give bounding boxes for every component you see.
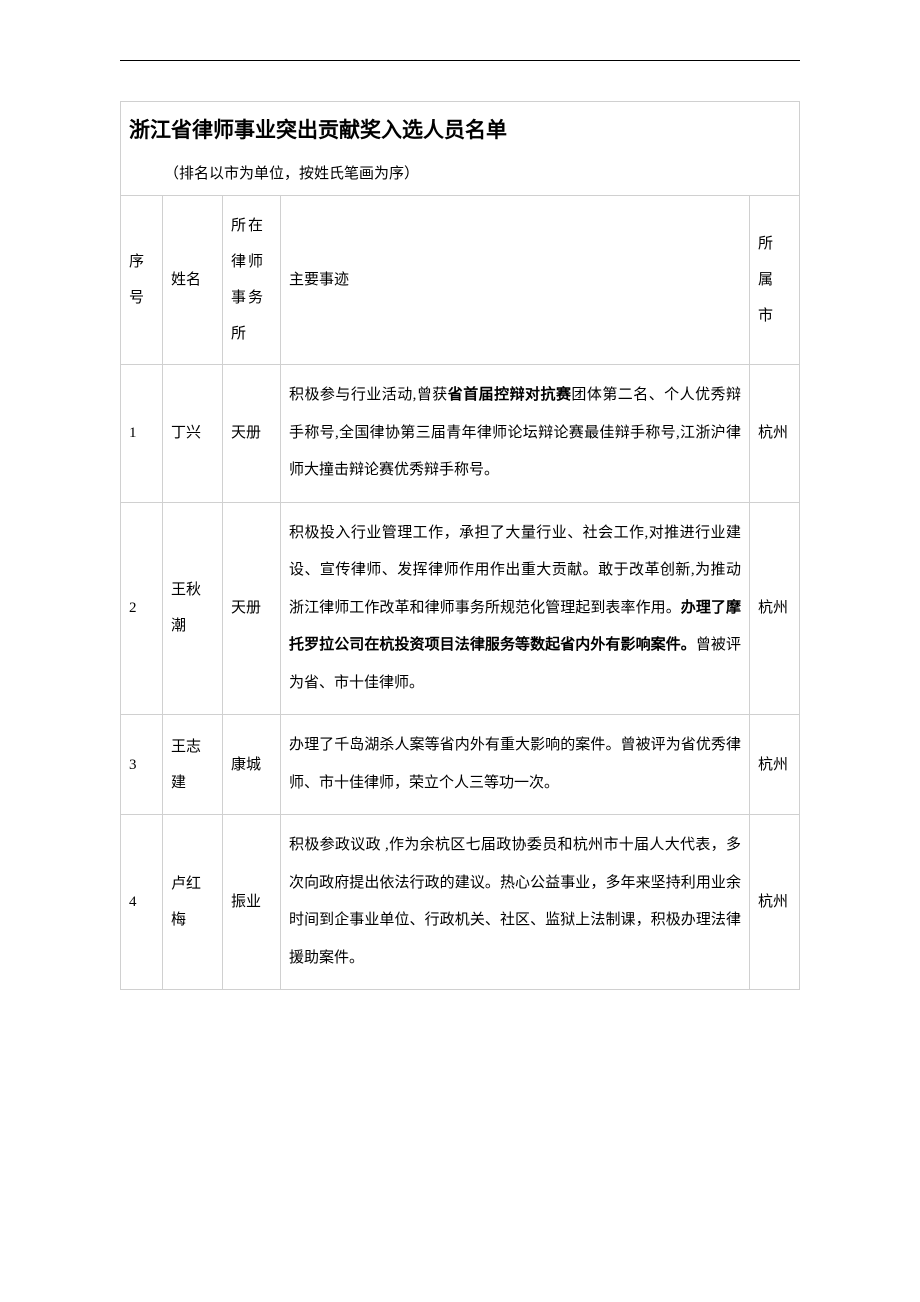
col-header-seq: 序号 [121, 196, 163, 365]
deeds-text: 积极投入行业管理工作，承担了大量行业、社会工作,对推进行业建设、宣传律师、发挥律… [289, 525, 741, 616]
col-header-deeds: 主要事迹 [281, 196, 750, 365]
cell-deeds: 办理了千岛湖杀人案等省内外有重大影响的案件。曾被评为省优秀律师、市十佳律师，荣立… [281, 715, 750, 815]
cell-name: 王志建 [163, 715, 223, 815]
document-title: 浙江省律师事业突出贡献奖入选人员名单 [129, 114, 791, 144]
cell-seq: 4 [121, 815, 163, 990]
city-value: 杭州 [758, 600, 788, 616]
col-header-name: 姓名 [163, 196, 223, 365]
document-subtitle: （排名以市为单位，按姓氏笔画为序） [164, 162, 791, 183]
name-value: 王志建 [171, 739, 201, 791]
cell-firm: 天册 [223, 502, 281, 715]
deeds-content: 办理了千岛湖杀人案等省内外有重大影响的案件。曾被评为省优秀律师、市十佳律师，荣立… [289, 727, 741, 802]
cell-firm: 康城 [223, 715, 281, 815]
deeds-text: 积极参与行业活动,曾获 [289, 387, 448, 403]
header-title-cell: 浙江省律师事业突出贡献奖入选人员名单 （排名以市为单位，按姓氏笔画为序） [121, 102, 800, 196]
deeds-content: 积极投入行业管理工作，承担了大量行业、社会工作,对推进行业建设、宣传律师、发挥律… [289, 515, 741, 703]
cell-seq: 2 [121, 502, 163, 715]
cell-name: 丁兴 [163, 365, 223, 503]
firm-value: 天册 [231, 600, 261, 616]
table-row: 4 卢红梅 振业 积极参政议政 ,作为余杭区七届政协委员和杭州市十届人大代表，多次向政… [121, 815, 800, 990]
cell-name: 王秋潮 [163, 502, 223, 715]
cell-firm: 振业 [223, 815, 281, 990]
cell-deeds: 积极参与行业活动,曾获省首届控辩对抗赛团体第二名、个人优秀辩手称号,全国律协第三… [281, 365, 750, 503]
firm-value: 康城 [231, 757, 261, 773]
cell-deeds: 积极投入行业管理工作，承担了大量行业、社会工作,对推进行业建设、宣传律师、发挥律… [281, 502, 750, 715]
horizontal-divider [120, 60, 800, 61]
name-value: 卢红梅 [171, 876, 201, 928]
cell-city: 杭州 [750, 365, 800, 503]
city-value: 杭州 [758, 894, 788, 910]
table-row: 2 王秋潮 天册 积极投入行业管理工作，承担了大量行业、社会工作,对推进行业建设、宣传… [121, 502, 800, 715]
city-value: 杭州 [758, 757, 788, 773]
column-header-row: 序号 姓名 所在律师事务所 主要事迹 所属市 [121, 196, 800, 365]
col-header-city: 所属市 [750, 196, 800, 365]
cell-deeds: 积极参政议政 ,作为余杭区七届政协委员和杭州市十届人大代表，多次向政府提出依法行… [281, 815, 750, 990]
deeds-bold-text: 省首届控辩对抗赛 [448, 387, 572, 403]
table-row: 3 王志建 康城 办理了千岛湖杀人案等省内外有重大影响的案件。曾被评为省优秀律师、市十… [121, 715, 800, 815]
deeds-content: 积极参与行业活动,曾获省首届控辩对抗赛团体第二名、个人优秀辩手称号,全国律协第三… [289, 377, 741, 490]
cell-seq: 3 [121, 715, 163, 815]
col-header-firm: 所在律师事务所 [223, 196, 281, 365]
firm-value: 振业 [231, 894, 261, 910]
cell-seq: 1 [121, 365, 163, 503]
cell-firm: 天册 [223, 365, 281, 503]
deeds-content: 积极参政议政 ,作为余杭区七届政协委员和杭州市十届人大代表，多次向政府提出依法行… [289, 827, 741, 977]
seq-value: 2 [129, 600, 137, 616]
name-value: 丁兴 [171, 425, 201, 441]
cell-city: 杭州 [750, 715, 800, 815]
cell-city: 杭州 [750, 502, 800, 715]
firm-value: 天册 [231, 425, 261, 441]
deeds-text: 办理了千岛湖杀人案等省内外有重大影响的案件。曾被评为省优秀律师、市十佳律师，荣立… [289, 737, 741, 791]
table-row: 1 丁兴 天册 积极参与行业活动,曾获省首届控辩对抗赛团体第二名、个人优秀辩手称号,全… [121, 365, 800, 503]
city-value: 杭州 [758, 425, 788, 441]
deeds-text: 积极参政议政 ,作为余杭区七届政协委员和杭州市十届人大代表，多次向政府提出依法行… [289, 837, 741, 966]
seq-value: 4 [129, 894, 137, 910]
cell-city: 杭州 [750, 815, 800, 990]
name-value: 王秋潮 [171, 582, 201, 634]
cell-name: 卢红梅 [163, 815, 223, 990]
seq-value: 3 [129, 757, 137, 773]
seq-value: 1 [129, 425, 137, 441]
header-title-row: 浙江省律师事业突出贡献奖入选人员名单 （排名以市为单位，按姓氏笔画为序） [121, 102, 800, 196]
award-list-table: 浙江省律师事业突出贡献奖入选人员名单 （排名以市为单位，按姓氏笔画为序） 序号 … [120, 101, 800, 990]
